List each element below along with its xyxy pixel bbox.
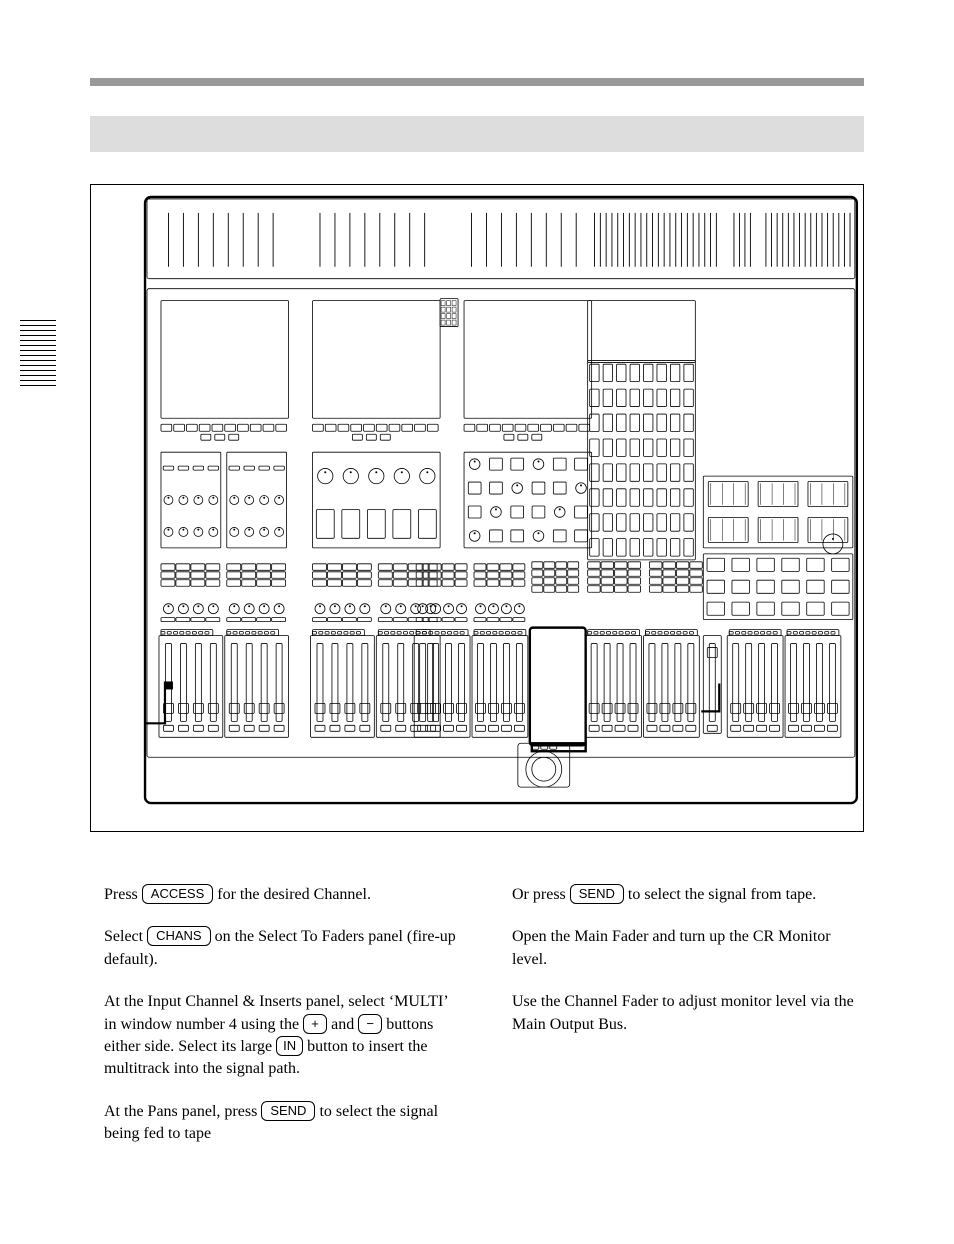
para-4: At the Pans panel, press SEND to select …	[104, 1101, 456, 1146]
send-key: SEND	[261, 1101, 315, 1121]
plus-key: +	[303, 1014, 327, 1034]
left-column: Press ACCESS for the desired Channel. Se…	[104, 884, 456, 1166]
header-rule	[90, 78, 864, 86]
para-1: Press ACCESS for the desired Channel.	[104, 884, 456, 906]
instructions: Press ACCESS for the desired Channel. Se…	[104, 884, 864, 1166]
text: At the Pans panel, press	[104, 1103, 261, 1120]
text: to select the signal from tape.	[628, 886, 816, 903]
access-key: ACCESS	[142, 884, 213, 904]
chans-key: CHANS	[147, 926, 211, 946]
para-2: Select CHANS on the Select To Faders pan…	[104, 926, 456, 971]
minus-key: −	[358, 1014, 382, 1034]
para-3: At the Input Channel & Inserts panel, se…	[104, 991, 456, 1081]
margin-rule-stack	[20, 320, 56, 390]
para-6: Open the Main Fader and turn up the CR M…	[512, 926, 864, 971]
in-key: IN	[276, 1036, 303, 1056]
right-column: Or press SEND to select the signal from …	[512, 884, 864, 1166]
text: Select	[104, 928, 147, 945]
console-diagram	[90, 184, 864, 832]
title-bar	[90, 116, 864, 152]
para-5: Or press SEND to select the signal from …	[512, 884, 864, 906]
para-7: Use the Channel Fader to adjust monitor …	[512, 991, 864, 1036]
text: and	[331, 1016, 358, 1033]
text: Press	[104, 886, 142, 903]
console-svg	[91, 185, 863, 831]
text: for the desired Channel.	[217, 886, 371, 903]
text: Or press	[512, 886, 570, 903]
send-key-2: SEND	[570, 884, 624, 904]
